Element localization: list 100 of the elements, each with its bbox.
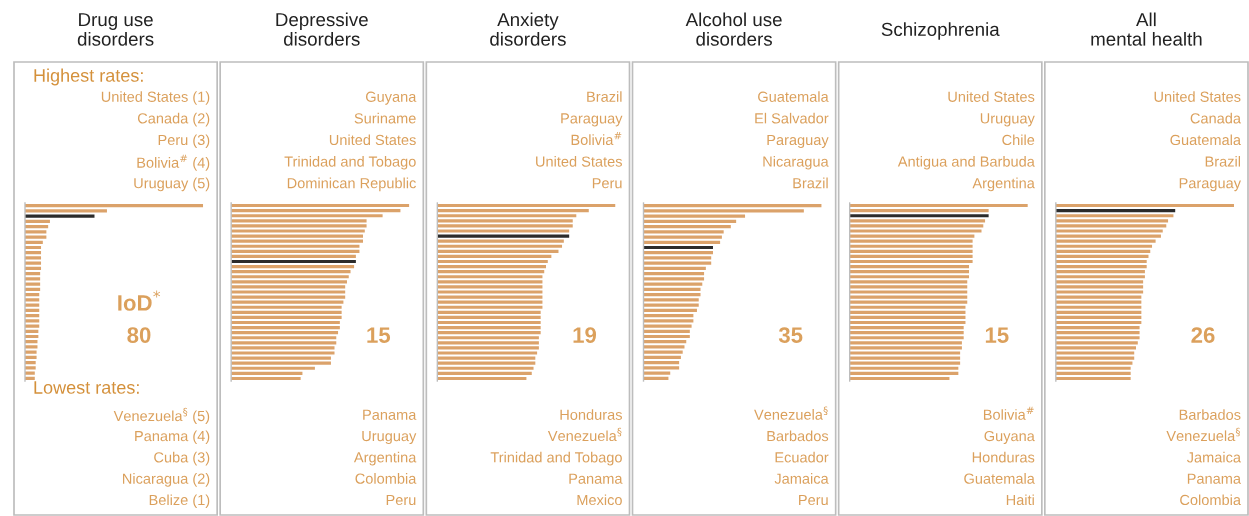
bar: [437, 310, 541, 314]
bar: [1055, 371, 1131, 375]
text: Bolivia$^{#}$: [571, 131, 622, 146]
bar: [1055, 331, 1140, 335]
text: United States (1): [101, 91, 210, 105]
bar: [643, 214, 746, 218]
bar: [231, 219, 367, 223]
bar: [643, 266, 706, 271]
bar: [849, 315, 966, 320]
bar: [231, 270, 351, 274]
bar: [1055, 366, 1131, 370]
text: Peru: [592, 178, 622, 189]
text: Mexico: [577, 494, 622, 506]
text: Uruguay: [362, 431, 417, 445]
bar: [231, 203, 410, 208]
text: United States: [948, 91, 1035, 102]
bar: [1055, 315, 1142, 320]
bar: [1055, 203, 1234, 208]
text: Colombia: [1180, 494, 1241, 506]
bar: [643, 240, 721, 244]
text: Guatemala: [758, 91, 829, 102]
bar: [437, 264, 547, 269]
bar: [1055, 361, 1133, 365]
text: Ecuador: [775, 451, 829, 463]
text: Venezuela$^{§}$: [1166, 427, 1241, 442]
text: Panama (4): [135, 430, 210, 445]
bar: [849, 290, 968, 294]
text: Guatemala: [964, 473, 1035, 484]
text: Suriname: [354, 112, 416, 124]
bar: [231, 376, 301, 381]
bar: [25, 277, 41, 281]
text: Jamaica: [774, 473, 829, 484]
text: Trinidad and Tobago: [490, 451, 622, 466]
bar: [231, 249, 360, 253]
bar: [437, 315, 541, 320]
bar: [437, 326, 541, 330]
text: Chile: [1002, 134, 1035, 146]
bar: [231, 300, 344, 304]
bar: [1055, 376, 1131, 381]
bar: [231, 239, 364, 243]
text: Brazil: [587, 91, 622, 102]
bar: [231, 371, 303, 375]
bar: [231, 315, 342, 320]
bar: [25, 209, 107, 213]
bar: [1055, 244, 1153, 248]
bar: [437, 336, 539, 340]
bar: [1055, 280, 1144, 284]
bar: [437, 280, 543, 284]
bar: [437, 305, 543, 309]
bar: [25, 214, 95, 218]
bar: [231, 326, 340, 330]
bar: [1055, 219, 1169, 223]
bar: [231, 280, 347, 284]
bar: [1055, 305, 1142, 309]
bar: [849, 259, 973, 264]
bar: [25, 235, 47, 239]
bar: [643, 350, 683, 354]
annotation: 15: [367, 327, 391, 343]
text: United States: [536, 156, 622, 167]
chart-title: All mental health: [1091, 12, 1202, 46]
text: Lowest rates:: [34, 381, 139, 394]
chart-title: Depressive disorders: [276, 12, 368, 46]
bar: [231, 305, 342, 309]
bar: [849, 356, 961, 360]
text: United States: [329, 134, 416, 146]
text: Colombia: [355, 473, 417, 484]
bar: [643, 303, 699, 307]
bar: [849, 244, 973, 248]
text: Uruguay (5): [134, 177, 210, 192]
bar: [231, 320, 340, 325]
bar: [643, 345, 685, 349]
bar: [643, 366, 680, 370]
bar: [643, 298, 699, 302]
text: Venezuela$^{§}$ (5): [113, 407, 210, 425]
bar: [643, 287, 701, 292]
bar: [643, 230, 724, 234]
bar: [643, 329, 690, 333]
text: Barbados: [1179, 409, 1241, 420]
bar: [231, 331, 339, 335]
bar: [1055, 264, 1147, 269]
bar: [437, 300, 543, 304]
bar: [231, 254, 356, 258]
bar: [1055, 259, 1147, 264]
text: Honduras: [972, 451, 1035, 463]
text: Panama: [569, 473, 623, 484]
bar: [643, 277, 705, 281]
text: Nicaragua: [763, 156, 829, 170]
bar: [1055, 310, 1142, 314]
text: Paraguay: [767, 134, 829, 148]
bar: [643, 313, 694, 318]
bar: [231, 259, 356, 264]
bar: [849, 249, 973, 253]
bar: [849, 320, 966, 325]
bar: [1055, 356, 1135, 360]
text: Bolivia$^{#}$: [983, 406, 1034, 420]
text: Cuba (3): [154, 451, 210, 466]
text: Highest rates:: [34, 68, 143, 86]
bar: [1055, 224, 1167, 228]
bar: [25, 366, 36, 370]
text: Canada (2): [137, 112, 210, 127]
